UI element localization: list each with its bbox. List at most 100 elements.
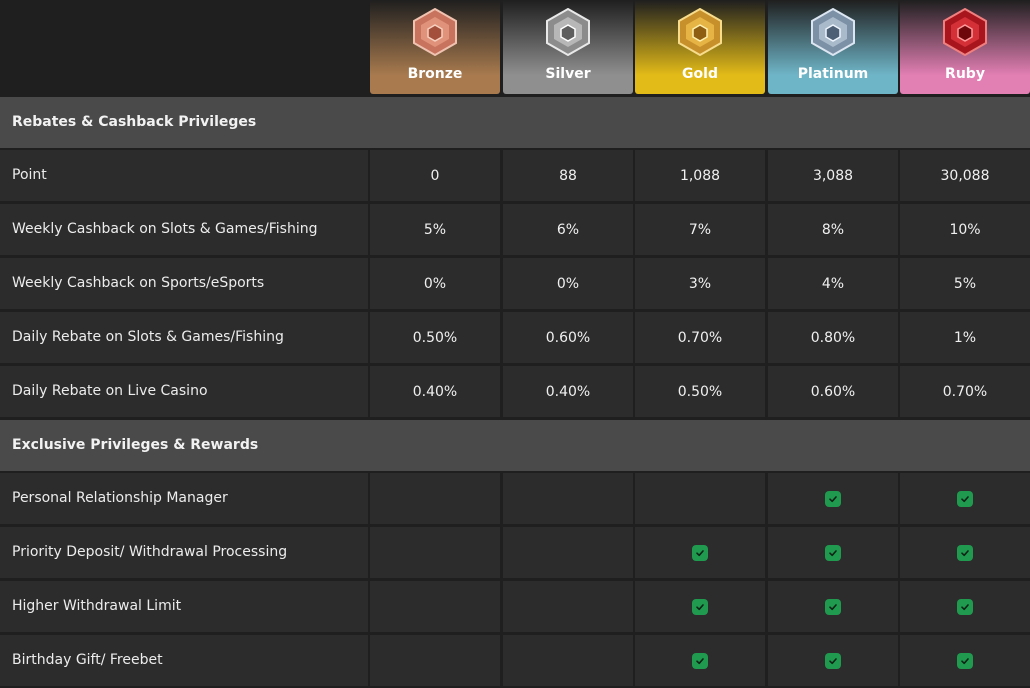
table-row: Weekly Cashback on Slots & Games/Fishing… [0, 204, 1030, 255]
row-label-cell: Personal Relationship Manager [0, 473, 368, 524]
table-row: Higher Withdrawal Limit [0, 581, 1030, 632]
table-row: Priority Deposit/ Withdrawal Processing [0, 527, 1030, 578]
tier-header-silver: Silver [503, 0, 633, 94]
table-row: Daily Rebate on Live Casino 0.40% 0.40% 0.5… [0, 366, 1030, 417]
row-label-cell: Daily Rebate on Live Casino [0, 366, 368, 417]
section-title: Exclusive Privileges & Rewards [12, 437, 259, 453]
check-cell-ruby [900, 635, 1030, 686]
checkmark-icon [957, 544, 973, 561]
checkmark-icon [692, 652, 708, 669]
checkmark-icon [825, 490, 841, 507]
table-row: Weekly Cashback on Sports/eSports 0% 0% 3% 4… [0, 258, 1030, 309]
row-label: Higher Withdrawal Limit [12, 598, 182, 614]
value-cell-ruby: 0.70% [900, 366, 1030, 417]
check-cell-gold [635, 527, 765, 578]
tier-name: Ruby [945, 66, 985, 82]
tier-header-bronze: Bronze [370, 0, 500, 94]
gold-hexagon-icon [678, 8, 722, 56]
section-header: Rebates & Cashback Privileges [0, 97, 1030, 148]
check-cell-gold [635, 581, 765, 632]
value-cell-ruby: 10% [900, 204, 1030, 255]
checkmark-icon [692, 598, 708, 615]
check-cell-gold [635, 635, 765, 686]
row-label-cell: Weekly Cashback on Sports/eSports [0, 258, 368, 309]
check-cell-bronze [370, 635, 500, 686]
value-cell-ruby: 30,088 [900, 150, 1030, 201]
check-cell-platinum [768, 635, 898, 686]
row-label: Weekly Cashback on Sports/eSports [12, 275, 265, 291]
check-cell-platinum [768, 527, 898, 578]
tier-name: Bronze [407, 66, 463, 82]
check-cell-silver [503, 527, 633, 578]
value-cell-platinum: 0.60% [768, 366, 898, 417]
checkmark-icon [957, 652, 973, 669]
row-label: Birthday Gift/ Freebet [12, 652, 163, 668]
check-cell-platinum [768, 581, 898, 632]
checkmark-icon [692, 544, 708, 561]
table-row: Daily Rebate on Slots & Games/Fishing 0.5… [0, 312, 1030, 363]
value-cell-silver: 88 [503, 150, 633, 201]
value-cell-bronze: 0 [370, 150, 500, 201]
value-cell-gold: 7% [635, 204, 765, 255]
check-cell-silver [503, 635, 633, 686]
section-title: Rebates & Cashback Privileges [12, 114, 257, 130]
value-cell-silver: 0.60% [503, 312, 633, 363]
check-cell-ruby [900, 581, 1030, 632]
value-cell-silver: 0.40% [503, 366, 633, 417]
value-cell-ruby: 1% [900, 312, 1030, 363]
tier-name: Silver [545, 66, 591, 82]
row-label-cell: Birthday Gift/ Freebet [0, 635, 368, 686]
row-label: Priority Deposit/ Withdrawal Processing [12, 544, 288, 560]
check-cell-gold [635, 473, 765, 524]
value-cell-ruby: 5% [900, 258, 1030, 309]
value-cell-platinum: 0.80% [768, 312, 898, 363]
row-label: Point [12, 167, 47, 183]
table-row: Point 0 88 1,088 3,088 30,088 [0, 150, 1030, 201]
checkmark-icon [957, 490, 973, 507]
value-cell-gold: 3% [635, 258, 765, 309]
row-label-cell: Point [0, 150, 368, 201]
section-header: Exclusive Privileges & Rewards [0, 420, 1030, 471]
value-cell-bronze: 0.50% [370, 312, 500, 363]
row-label-cell: Higher Withdrawal Limit [0, 581, 368, 632]
check-cell-bronze [370, 473, 500, 524]
value-cell-silver: 6% [503, 204, 633, 255]
value-cell-bronze: 5% [370, 204, 500, 255]
check-cell-silver [503, 581, 633, 632]
check-cell-bronze [370, 527, 500, 578]
ruby-hexagon-icon [943, 8, 987, 56]
silver-hexagon-icon [546, 8, 590, 56]
check-cell-platinum [768, 473, 898, 524]
tier-header-gold: Gold [635, 0, 765, 94]
check-cell-ruby [900, 473, 1030, 524]
platinum-hexagon-icon [811, 8, 855, 56]
checkmark-icon [825, 598, 841, 615]
row-label: Daily Rebate on Slots & Games/Fishing [12, 329, 284, 345]
value-cell-bronze: 0% [370, 258, 500, 309]
bronze-hexagon-icon [413, 8, 457, 56]
check-cell-silver [503, 473, 633, 524]
row-label: Daily Rebate on Live Casino [12, 383, 208, 399]
row-label: Personal Relationship Manager [12, 490, 228, 506]
tier-header-ruby: Ruby [900, 0, 1030, 94]
value-cell-silver: 0% [503, 258, 633, 309]
checkmark-icon [825, 652, 841, 669]
row-label-cell: Daily Rebate on Slots & Games/Fishing [0, 312, 368, 363]
table-row: Birthday Gift/ Freebet [0, 635, 1030, 686]
checkmark-icon [957, 598, 973, 615]
value-cell-platinum: 4% [768, 258, 898, 309]
value-cell-bronze: 0.40% [370, 366, 500, 417]
tier-header-platinum: Platinum [768, 0, 898, 94]
value-cell-platinum: 3,088 [768, 150, 898, 201]
tier-name: Platinum [797, 66, 869, 82]
value-cell-gold: 0.70% [635, 312, 765, 363]
table-row: Personal Relationship Manager [0, 473, 1030, 524]
value-cell-gold: 0.50% [635, 366, 765, 417]
row-label-cell: Weekly Cashback on Slots & Games/Fishing [0, 204, 368, 255]
header-blank-cell [0, 0, 368, 95]
tier-name: Gold [682, 66, 718, 82]
checkmark-icon [825, 544, 841, 561]
value-cell-gold: 1,088 [635, 150, 765, 201]
value-cell-platinum: 8% [768, 204, 898, 255]
